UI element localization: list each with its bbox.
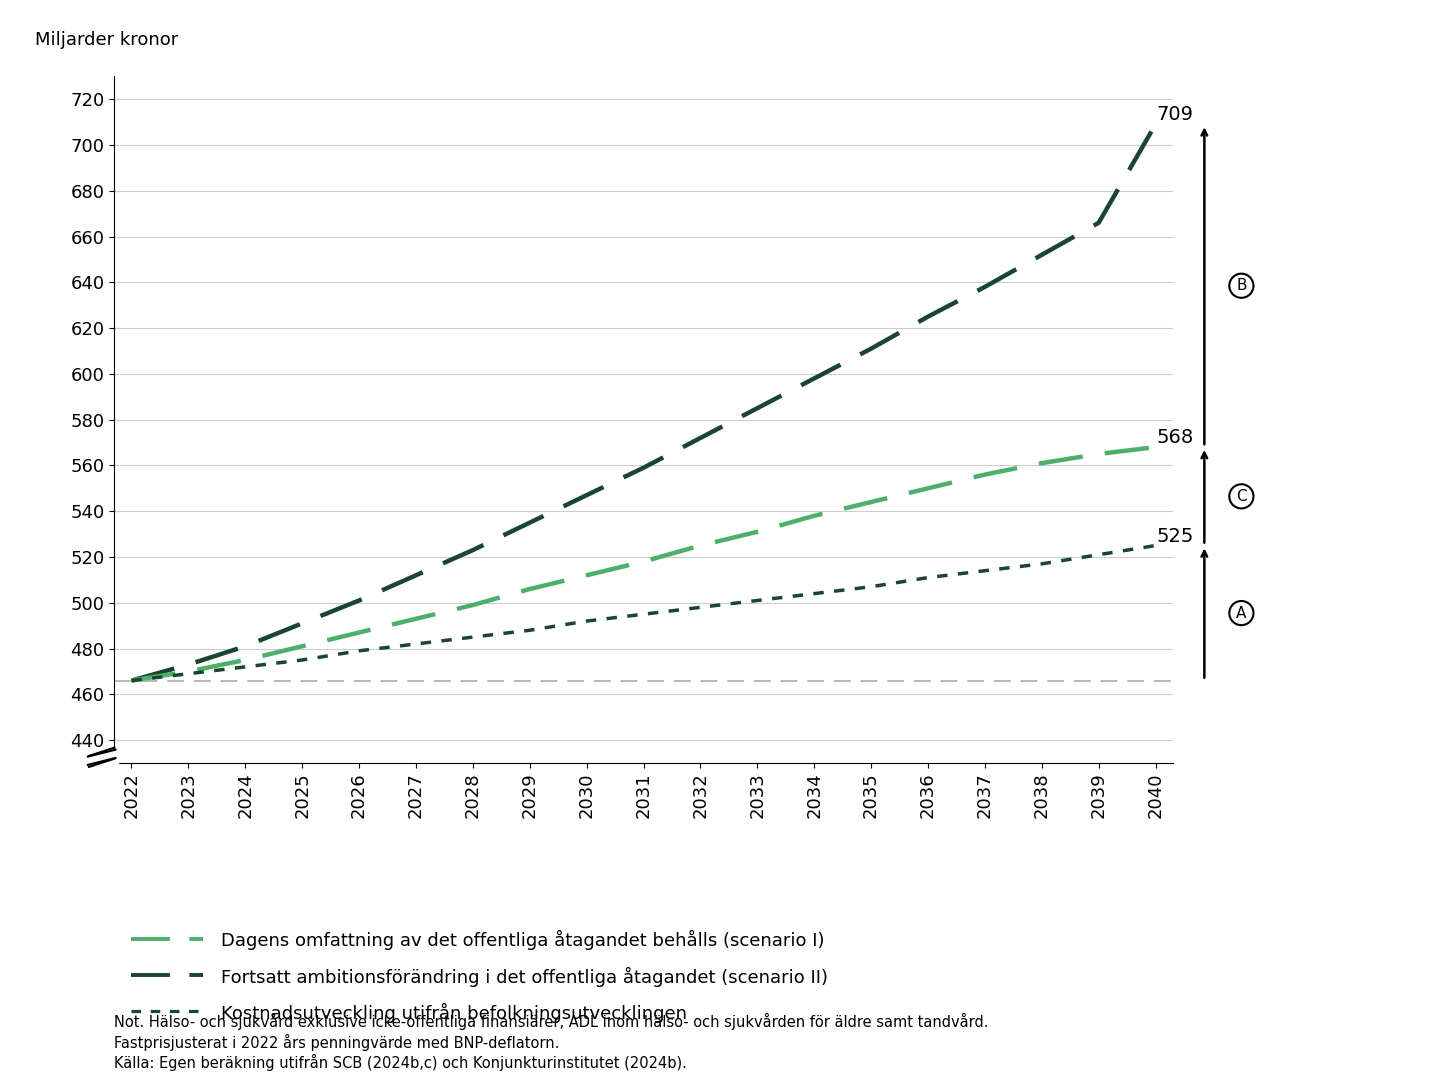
Legend: Dagens omfattning av det offentliga åtagandet behålls (scenario I), Fortsatt amb: Dagens omfattning av det offentliga åtag… — [123, 923, 835, 1030]
Text: C: C — [1236, 488, 1247, 504]
Text: 709: 709 — [1157, 106, 1194, 124]
Bar — [86, 749, 117, 765]
Text: 568: 568 — [1157, 428, 1194, 447]
Text: Källa: Egen beräkning utifrån SCB (2024b,c) och Konjunkturinstitutet (2024b).: Källa: Egen beräkning utifrån SCB (2024b… — [114, 1054, 688, 1071]
Text: B: B — [1236, 278, 1247, 293]
Text: Not. Hälso- och sjukvård exklusive icke-offentliga finansiärer, ADL inom hälso- : Not. Hälso- och sjukvård exklusive icke-… — [114, 1013, 990, 1030]
Text: Miljarder kronor: Miljarder kronor — [36, 31, 179, 49]
Text: A: A — [1236, 606, 1247, 620]
Text: 525: 525 — [1157, 526, 1194, 546]
Text: Fastprisjusterat i 2022 års penningvärde med BNP-deflatorn.: Fastprisjusterat i 2022 års penningvärde… — [114, 1033, 559, 1051]
